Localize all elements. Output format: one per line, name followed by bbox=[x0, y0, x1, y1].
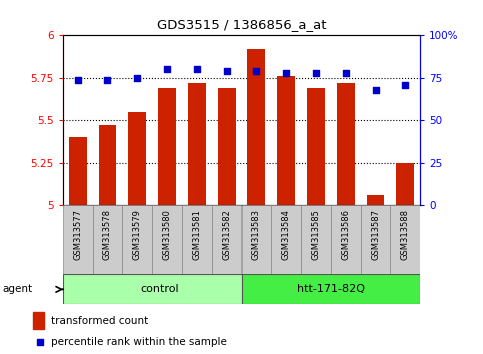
Text: GSM313582: GSM313582 bbox=[222, 209, 231, 259]
Text: GSM313587: GSM313587 bbox=[371, 209, 380, 260]
Text: htt-171-82Q: htt-171-82Q bbox=[297, 284, 365, 295]
Text: GSM313578: GSM313578 bbox=[103, 209, 112, 260]
Point bbox=[253, 68, 260, 74]
Bar bbox=[361, 205, 390, 274]
Bar bbox=[152, 205, 182, 274]
Point bbox=[312, 70, 320, 76]
Point bbox=[133, 75, 141, 81]
Bar bbox=[128, 112, 146, 205]
Point bbox=[36, 339, 43, 345]
Text: transformed count: transformed count bbox=[51, 316, 148, 326]
Text: GSM313585: GSM313585 bbox=[312, 209, 320, 259]
Point bbox=[193, 67, 201, 72]
Bar bbox=[277, 76, 295, 205]
Point bbox=[401, 82, 409, 87]
Bar bbox=[63, 274, 242, 304]
Text: GSM313583: GSM313583 bbox=[252, 209, 261, 260]
Text: GSM313586: GSM313586 bbox=[341, 209, 350, 260]
Text: GSM313579: GSM313579 bbox=[133, 209, 142, 259]
Point bbox=[342, 70, 350, 76]
Bar bbox=[218, 88, 236, 205]
Bar bbox=[367, 195, 384, 205]
Text: GDS3515 / 1386856_a_at: GDS3515 / 1386856_a_at bbox=[157, 18, 326, 31]
Bar bbox=[93, 205, 122, 274]
Bar bbox=[397, 163, 414, 205]
Bar bbox=[242, 274, 420, 304]
Bar bbox=[63, 205, 93, 274]
Point bbox=[104, 77, 112, 82]
Bar bbox=[188, 83, 206, 205]
Point bbox=[372, 87, 380, 93]
Bar bbox=[337, 83, 355, 205]
Bar bbox=[331, 205, 361, 274]
Text: GSM313588: GSM313588 bbox=[401, 209, 410, 260]
Text: percentile rank within the sample: percentile rank within the sample bbox=[51, 337, 227, 347]
Bar bbox=[307, 88, 325, 205]
Text: GSM313581: GSM313581 bbox=[192, 209, 201, 259]
Bar bbox=[122, 205, 152, 274]
Bar bbox=[69, 137, 86, 205]
Bar bbox=[212, 205, 242, 274]
Bar bbox=[271, 205, 301, 274]
Bar bbox=[247, 49, 265, 205]
Bar bbox=[158, 88, 176, 205]
Text: agent: agent bbox=[2, 284, 32, 295]
Bar bbox=[99, 125, 116, 205]
Bar bbox=[390, 205, 420, 274]
Bar bbox=[301, 205, 331, 274]
Text: GSM313584: GSM313584 bbox=[282, 209, 291, 259]
Text: GSM313580: GSM313580 bbox=[163, 209, 171, 259]
Bar bbox=[182, 205, 212, 274]
Bar bbox=[242, 205, 271, 274]
Point bbox=[223, 68, 230, 74]
Point bbox=[163, 67, 171, 72]
Bar bbox=[33, 312, 44, 329]
Point bbox=[74, 77, 82, 82]
Point bbox=[282, 70, 290, 76]
Text: control: control bbox=[140, 284, 179, 295]
Text: GSM313577: GSM313577 bbox=[73, 209, 82, 260]
